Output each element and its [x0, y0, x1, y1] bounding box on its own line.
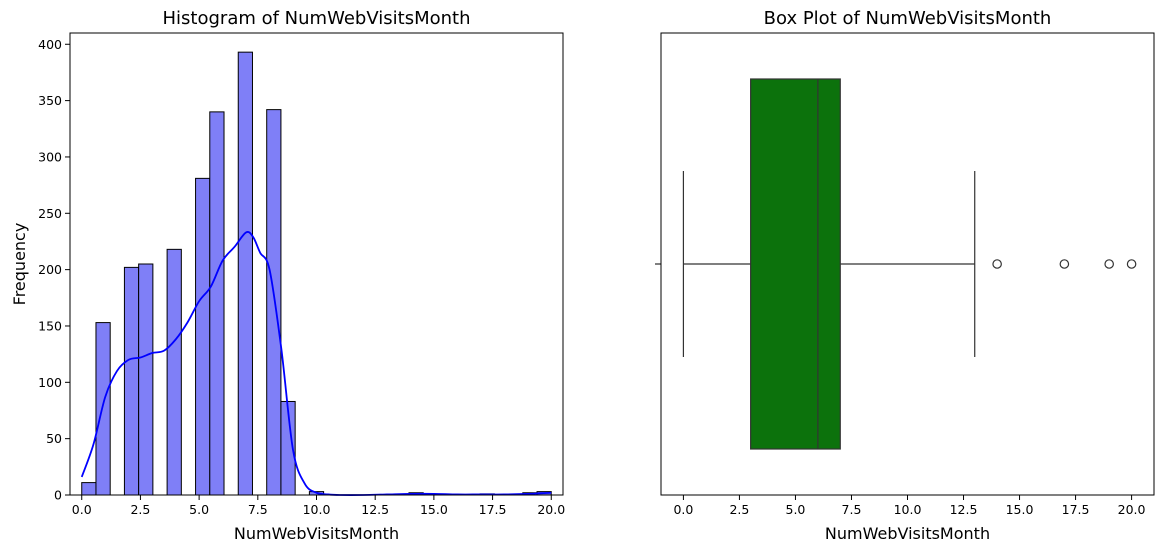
boxplot-panel: 0.0 2.5 5.0 7.5 10.0 12.5 15.0 17.5 20.0 Box Plo…	[655, 8, 1155, 543]
histogram-bar	[209, 111, 225, 496]
boxplot-frame	[660, 32, 1155, 496]
histogram-x-ticks: 0.0 2.5 5.0 7.5 10.0 12.5 15.0 17.5 20.0	[72, 495, 565, 517]
histogram-bar	[123, 266, 140, 496]
histogram-bar	[166, 248, 182, 496]
boxplot-title: Box Plot of NumWebVisitsMonth	[764, 8, 1052, 29]
histogram-y-tick-label: 150	[38, 318, 62, 333]
histogram-y-tick-label: 200	[38, 262, 62, 277]
boxplot-outlier	[1059, 259, 1070, 269]
boxplot-outlier	[1104, 259, 1114, 269]
boxplot-x-tick-label: 5.0	[786, 502, 806, 517]
boxplot-x-axis-label: NumWebVisitsMonth	[825, 524, 990, 543]
boxplot-x-tick-label: 20.0	[1118, 502, 1146, 517]
boxplot-x-tick-label: 2.5	[729, 502, 749, 517]
histogram-y-tick-label: 0	[54, 488, 62, 503]
histogram-bar	[195, 177, 211, 496]
boxplot-x-tick-label: 17.5	[1062, 502, 1090, 517]
histogram-bars	[81, 51, 552, 496]
histogram-y-tick-label: 50	[46, 431, 62, 446]
histogram-x-tick-label: 0.0	[72, 502, 92, 517]
histogram-panel: 0.0 2.5 5.0 7.5 10.0 12.5 15.0 17.5 20.0 0 50 100 1…	[10, 8, 565, 543]
histogram-x-axis-label: NumWebVisitsMonth	[234, 524, 399, 543]
histogram-kde-line	[80, 231, 552, 496]
histogram-x-tick-label: 20.0	[537, 502, 565, 517]
histogram-y-tick-label: 100	[38, 375, 62, 390]
histogram-bar	[81, 482, 97, 496]
histogram-y-axis-label: Frequency	[10, 223, 29, 306]
histogram-y-ticks: 0 50 100 150 200 250 300 350 400	[38, 37, 70, 503]
histogram-title: Histogram of NumWebVisitsMonth	[163, 8, 471, 29]
histogram-y-tick-label: 250	[38, 206, 62, 221]
histogram-x-tick-label: 17.5	[479, 502, 507, 517]
boxplot-x-tick-label: 10.0	[894, 502, 922, 517]
histogram-bar	[95, 322, 111, 496]
histogram-x-tick-label: 2.5	[130, 502, 150, 517]
histogram-x-tick-label: 12.5	[361, 502, 389, 517]
histogram-y-tick-label: 400	[38, 37, 62, 52]
histogram-x-tick-label: 5.0	[189, 502, 209, 517]
boxplot-x-tick-label: 7.5	[842, 502, 862, 517]
histogram-x-tick-label: 15.0	[420, 502, 448, 517]
boxplot-outlier	[992, 259, 1002, 269]
histogram-bar	[138, 263, 154, 496]
boxplot-elements	[682, 78, 1137, 450]
histogram-x-tick-label: 7.5	[248, 502, 268, 517]
boxplot-outlier	[1126, 259, 1137, 269]
histogram-x-tick-label: 10.0	[303, 502, 331, 517]
histogram-frame	[69, 32, 564, 496]
histogram-bar	[266, 109, 282, 496]
boxplot-box	[750, 78, 841, 450]
boxplot-x-tick-label: 12.5	[950, 502, 978, 517]
boxplot-x-tick-label: 0.0	[673, 502, 693, 517]
histogram-y-tick-label: 350	[38, 93, 62, 108]
histogram-bar	[237, 51, 253, 496]
boxplot-x-tick-label: 15.0	[1006, 502, 1034, 517]
boxplot-x-ticks: 0.0 2.5 5.0 7.5 10.0 12.5 15.0 17.5 20.0	[673, 495, 1146, 517]
histogram-y-tick-label: 300	[38, 149, 62, 164]
